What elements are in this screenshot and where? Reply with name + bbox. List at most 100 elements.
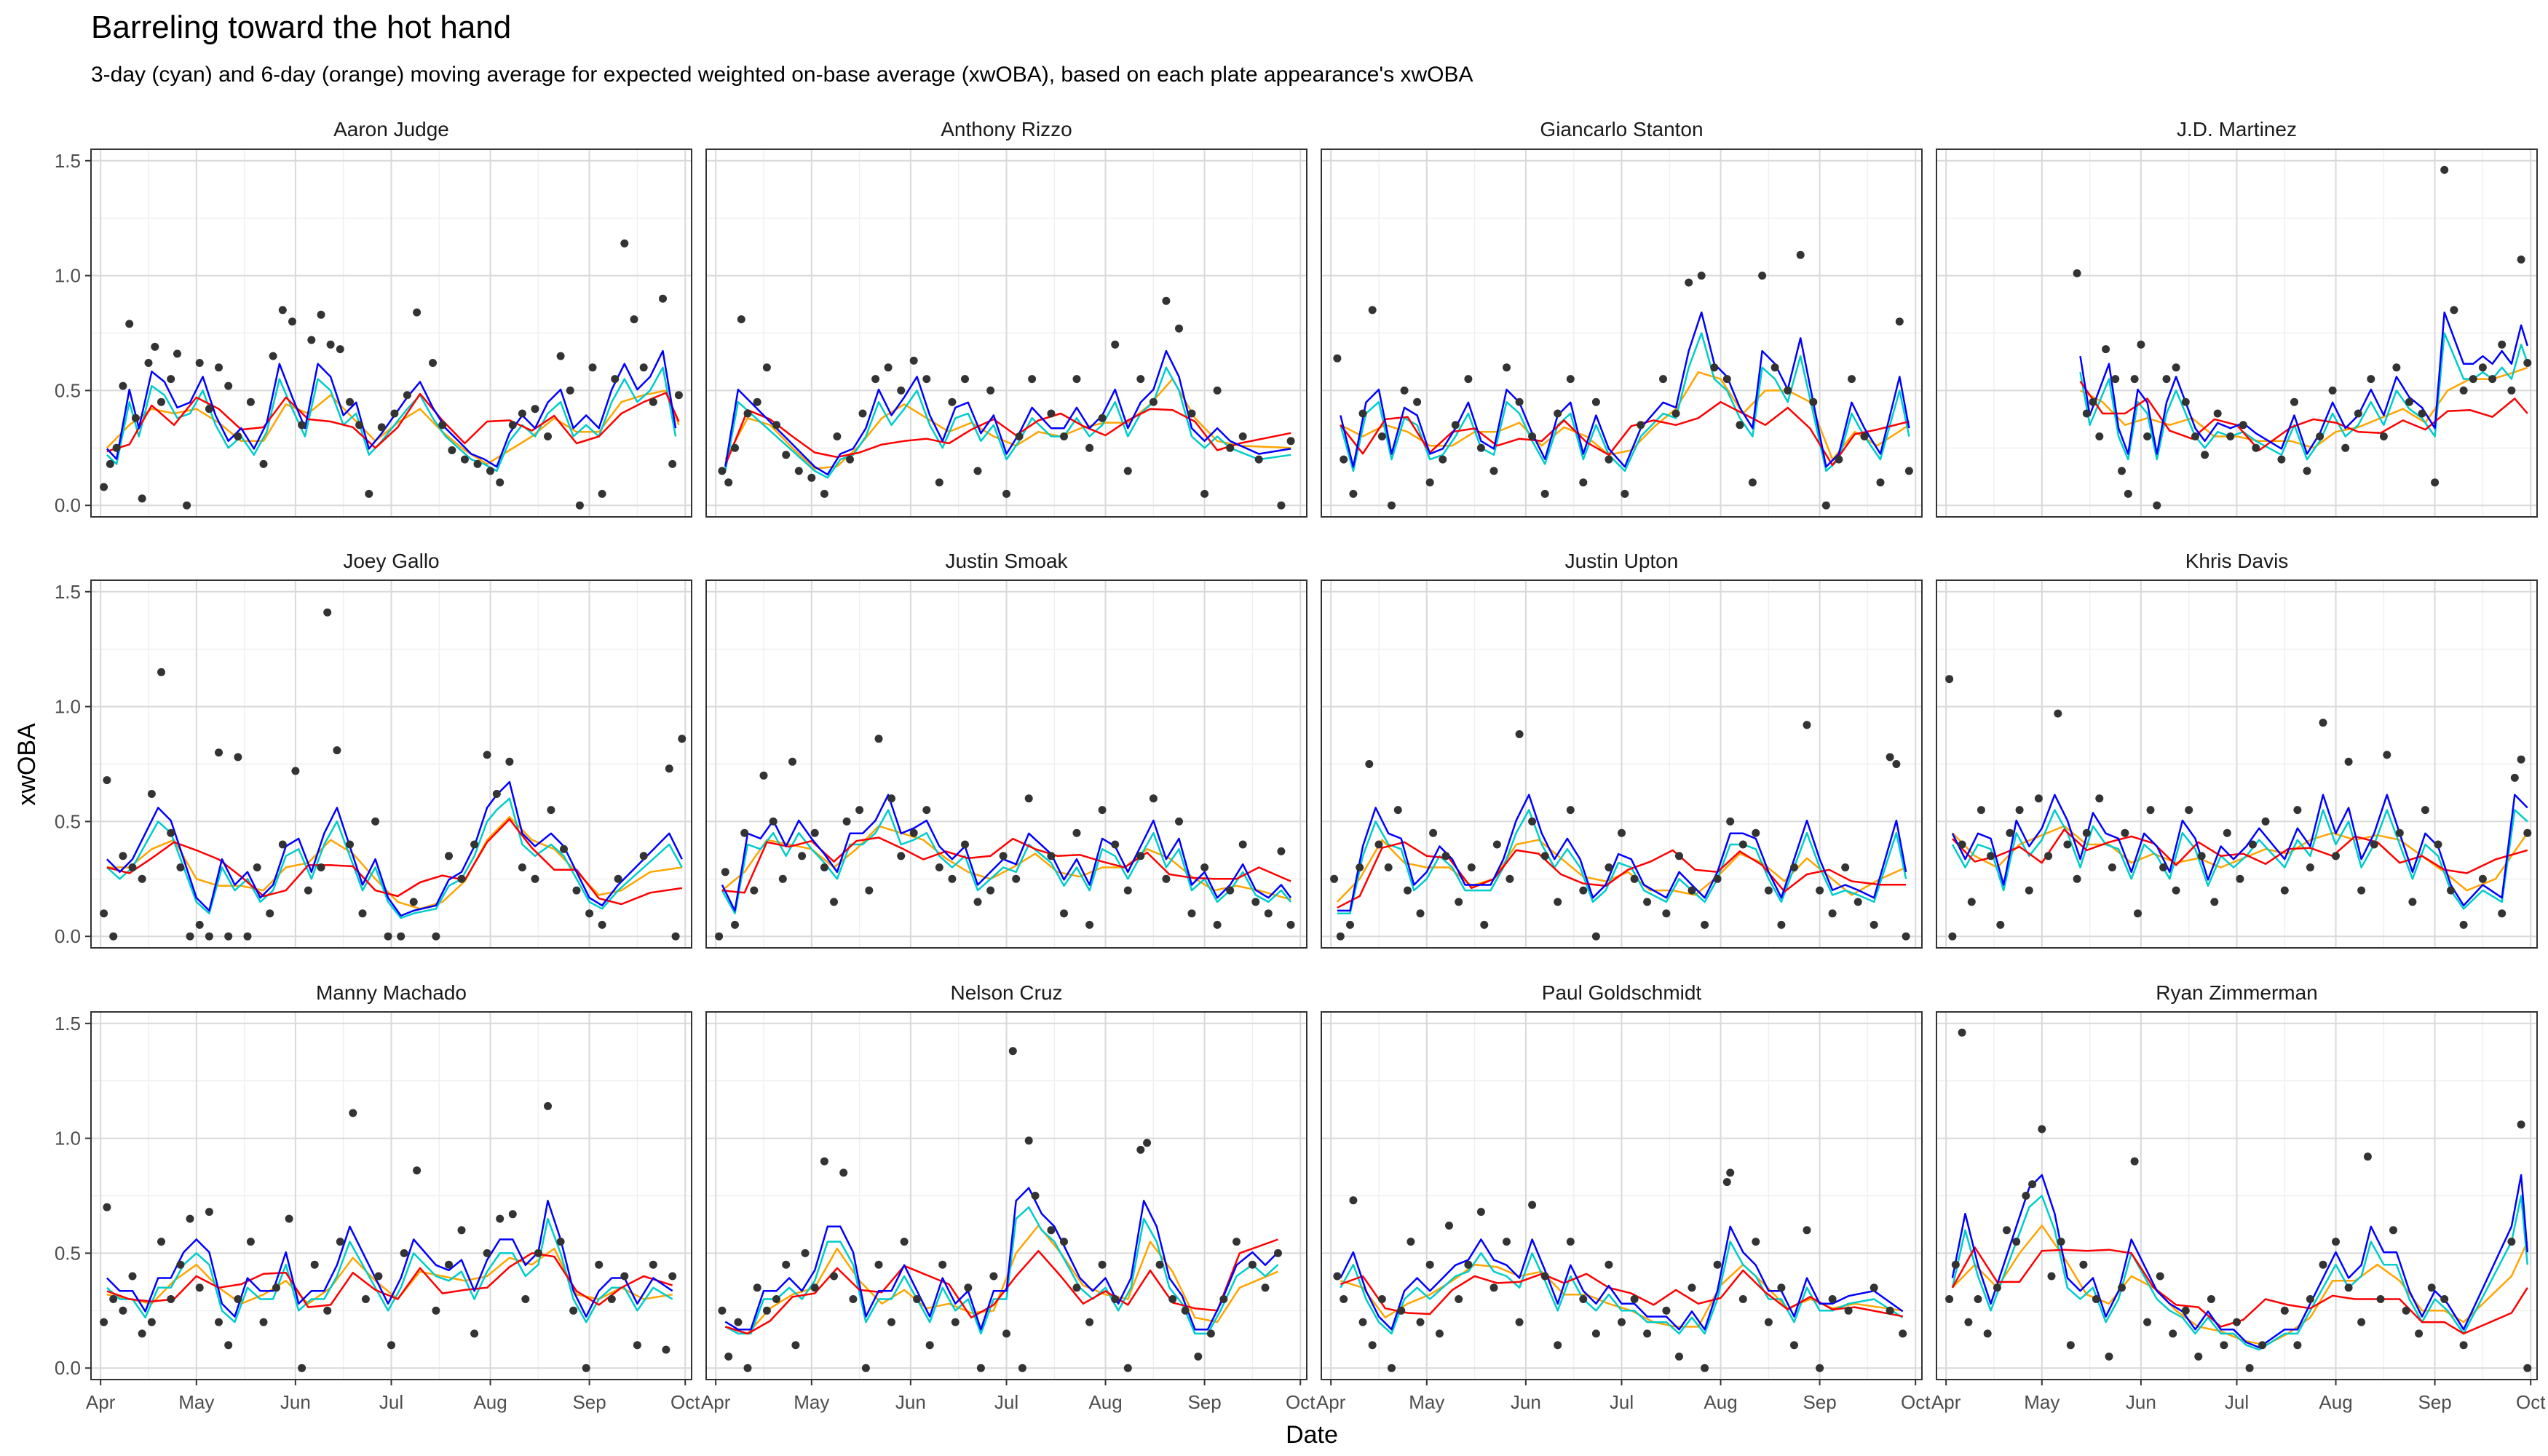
data-point <box>298 421 306 430</box>
data-point <box>119 1306 127 1315</box>
data-point <box>288 317 296 326</box>
data-point <box>973 898 982 906</box>
red-line <box>106 392 680 453</box>
data-point <box>788 757 796 766</box>
data-point <box>304 886 312 895</box>
data-point <box>1136 852 1145 860</box>
data-point <box>961 840 969 849</box>
data-point <box>109 1295 118 1303</box>
data-point <box>2073 874 2081 883</box>
data-point <box>1784 386 1792 395</box>
data-point <box>989 1272 998 1281</box>
data-point <box>2172 363 2180 372</box>
data-point <box>333 746 341 755</box>
data-point <box>595 1260 604 1269</box>
data-point <box>1790 863 1798 871</box>
data-point <box>1187 409 1196 418</box>
data-point <box>569 1306 578 1315</box>
data-point <box>585 909 594 918</box>
data-point <box>678 735 687 743</box>
data-point <box>2332 852 2340 860</box>
data-point <box>2248 840 2257 849</box>
data-point <box>1349 1196 1358 1205</box>
gridlines <box>1936 1012 2537 1380</box>
y-tick-label: 0.0 <box>55 1357 81 1379</box>
data-point <box>1579 886 1588 895</box>
data-point <box>973 467 982 475</box>
ma6-line <box>106 389 680 465</box>
data-point <box>278 840 287 849</box>
data-point <box>2370 840 2378 849</box>
data-point <box>355 421 364 430</box>
data-point <box>518 409 526 418</box>
data-point <box>2517 755 2525 764</box>
data-point <box>2510 773 2519 782</box>
panel-title: Giancarlo Stanton <box>1540 118 1703 141</box>
data-point <box>1841 863 1850 871</box>
red-line <box>1951 1246 2528 1335</box>
data-point <box>1388 501 1396 510</box>
blue-line <box>1340 1225 1904 1331</box>
blue-line <box>1951 1174 2529 1349</box>
data-point <box>205 405 213 414</box>
data-point <box>2054 709 2062 718</box>
data-point <box>2146 806 2155 815</box>
data-point <box>1377 1295 1386 1303</box>
data-point <box>1492 840 1501 849</box>
data-point <box>1821 501 1830 510</box>
data-point <box>2082 828 2091 837</box>
data-point <box>259 459 268 468</box>
data-point <box>1098 1260 1107 1269</box>
data-point <box>1358 409 1367 418</box>
data-point <box>496 478 505 487</box>
data-point <box>2162 375 2171 384</box>
data-point <box>639 363 648 372</box>
data-point <box>1948 932 1957 941</box>
data-point <box>1764 1318 1773 1326</box>
panel-joey-gallo: Joey Gallo 0.0 0.5 1.0 1.5 <box>55 550 692 949</box>
data-point <box>1286 920 1295 929</box>
data-point <box>1098 806 1107 815</box>
panel-giancarlo-stanton: Giancarlo Stanton <box>1321 118 1923 518</box>
gridlines <box>1321 149 1922 517</box>
data-point <box>371 817 380 826</box>
data-point <box>724 478 733 487</box>
data-point <box>1060 432 1068 440</box>
data-point <box>505 757 514 766</box>
data-point <box>1828 909 1837 918</box>
x-tick-label: Sep <box>572 1391 606 1413</box>
x-tick-label: Jul <box>1610 1391 1634 1413</box>
data-point <box>1404 886 1412 895</box>
data-point <box>2440 1295 2449 1303</box>
data-point <box>611 375 620 384</box>
data-point <box>387 1341 395 1350</box>
ma3-line <box>724 1206 1279 1335</box>
y-tick-label: 1.5 <box>55 150 81 172</box>
data-point <box>986 886 995 895</box>
data-point <box>1675 1352 1683 1361</box>
data-point <box>1194 1352 1203 1361</box>
data-point <box>365 489 373 498</box>
data-point <box>2344 757 2353 766</box>
data-point <box>839 1168 848 1177</box>
data-point <box>668 1272 677 1281</box>
data-point <box>384 932 392 941</box>
data-point <box>1964 1318 1973 1326</box>
data-point <box>1441 852 1450 860</box>
data-point <box>2092 1295 2100 1303</box>
gridlines <box>1321 580 1922 948</box>
data-point <box>572 886 581 895</box>
ma3-line <box>106 366 677 472</box>
data-point <box>1162 296 1171 305</box>
data-point <box>2220 1341 2228 1350</box>
data-point <box>1503 1238 1511 1246</box>
data-point <box>791 1341 800 1350</box>
data-point <box>2488 375 2497 384</box>
data-point <box>1528 817 1537 826</box>
data-point <box>138 1329 146 1338</box>
x-tick-label: Jun <box>895 1391 926 1413</box>
data-point <box>1554 409 1562 418</box>
data-point <box>1333 354 1342 363</box>
data-point <box>2507 386 2516 395</box>
data-point <box>1618 1318 1626 1326</box>
